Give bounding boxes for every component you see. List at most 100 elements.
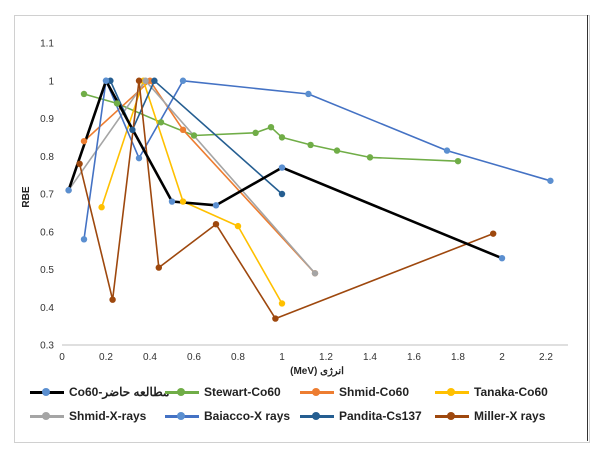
y-tick-label: 0.7 (40, 190, 54, 201)
data-point (142, 77, 149, 84)
data-point (252, 129, 259, 137)
legend-swatch (30, 388, 64, 396)
legend-label: Shmid-Co60 (339, 385, 410, 399)
x-tick-label: 0.8 (231, 352, 245, 363)
data-point (278, 134, 286, 141)
data-point (157, 119, 165, 126)
y-tick-label: 0.9 (40, 114, 54, 125)
data-point (278, 190, 286, 198)
y-tick-label: 0.4 (40, 303, 54, 314)
legend-item: Stewart-Co60 (165, 385, 300, 399)
legend-swatch (435, 388, 469, 396)
legend-label: مطالعه حاضر-Co60 (69, 385, 170, 399)
data-point (333, 147, 341, 154)
data-point (113, 100, 121, 107)
legend-label: Baiacco-X rays (204, 409, 291, 423)
legend-label: Stewart-Co60 (204, 385, 281, 399)
legend-swatch (30, 412, 64, 420)
data-point (80, 90, 88, 98)
legend-swatch (435, 412, 469, 420)
x-axis-ticks: 0 0.2 0.4 0.6 0.8 1 1.2 1.4 1.6 1.8 2 2.2 (59, 352, 553, 363)
data-point (65, 187, 72, 194)
y-axis-title: RBE (21, 186, 32, 207)
data-point (234, 222, 242, 230)
data-point (80, 236, 88, 243)
y-tick-label: 0.8 (40, 152, 54, 163)
data-point (267, 123, 275, 131)
data-point (129, 126, 136, 134)
x-tick-label: 0.6 (187, 352, 201, 363)
legend-item: Miller-X rays (435, 409, 570, 423)
x-axis-title: انرژی (MeV) (290, 366, 344, 377)
data-point (135, 154, 143, 162)
data-point (98, 204, 105, 211)
data-point (490, 230, 497, 237)
legend-item: Pandita-Cs137 (300, 409, 435, 423)
x-tick-label: 0.4 (143, 352, 157, 363)
data-point (146, 77, 154, 84)
y-tick-label: 1 (48, 76, 54, 87)
data-point (135, 77, 143, 84)
frame-right-rule (587, 15, 588, 441)
data-point (151, 77, 158, 84)
legend-swatch (300, 412, 334, 420)
x-tick-label: 0.2 (99, 352, 113, 363)
series-lines (67, 79, 551, 320)
legend-item: Baiacco-X rays (165, 409, 300, 423)
legend-label: Tanaka-Co60 (474, 385, 548, 399)
data-point (498, 254, 506, 262)
data-point (443, 147, 451, 154)
data-point (212, 221, 220, 228)
data-point (547, 177, 554, 184)
data-point (212, 202, 220, 209)
y-axis-ticks: 0.3 0.4 0.5 0.6 0.7 0.8 0.9 1 1.1 (40, 39, 54, 352)
data-point (102, 77, 110, 84)
legend: مطالعه حاضر-Co60 Stewart-Co60 Shmid-Co60 Ta… (30, 380, 570, 428)
y-tick-label: 0.6 (40, 227, 54, 238)
data-point (278, 300, 286, 307)
legend-swatch (165, 388, 199, 396)
series-line (109, 80, 283, 195)
legend-row: مطالعه حاضر-Co60 Stewart-Co60 Shmid-Co60 Ta… (30, 380, 570, 404)
legend-item: Shmid-X-rays (30, 409, 165, 423)
x-tick-label: 1 (279, 352, 285, 363)
y-tick-label: 1.1 (40, 39, 54, 50)
x-tick-label: 2 (499, 352, 505, 363)
data-point (278, 164, 286, 171)
legend-swatch (300, 388, 334, 396)
legend-item: مطالعه حاضر-Co60 (30, 385, 169, 399)
data-point (366, 154, 374, 161)
x-tick-label: 1.2 (319, 352, 333, 363)
data-point (272, 315, 279, 322)
x-tick-label: 2.2 (539, 352, 553, 363)
legend-item: Tanaka-Co60 (435, 385, 570, 399)
x-tick-label: 1.8 (451, 352, 465, 363)
legend-label: Miller-X rays (474, 409, 546, 423)
legend-label: Shmid-X-rays (69, 409, 147, 423)
data-point (107, 77, 114, 84)
data-point (168, 198, 176, 205)
legend-item: Shmid-Co60 (300, 385, 435, 399)
legend-row: Shmid-X-rays Baiacco-X rays Pandita-Cs137 M… (30, 404, 570, 428)
data-point (454, 157, 462, 165)
data-point (179, 77, 187, 84)
data-point (109, 296, 116, 303)
data-point (311, 270, 319, 277)
series-line (67, 80, 316, 274)
x-tick-label: 1.6 (407, 352, 421, 363)
x-tick-label: 1.4 (363, 352, 377, 363)
data-point (179, 198, 187, 205)
legend-swatch (165, 412, 199, 420)
y-tick-label: 0.5 (40, 265, 54, 276)
data-point (190, 132, 198, 139)
series-markers (65, 77, 554, 322)
data-point (307, 141, 314, 149)
data-point (155, 264, 162, 271)
series-line (78, 80, 494, 320)
y-tick-label: 0.3 (40, 341, 54, 352)
series-line (67, 79, 503, 260)
data-point (305, 90, 312, 98)
data-point (179, 126, 187, 134)
x-tick-label: 0 (59, 352, 65, 363)
